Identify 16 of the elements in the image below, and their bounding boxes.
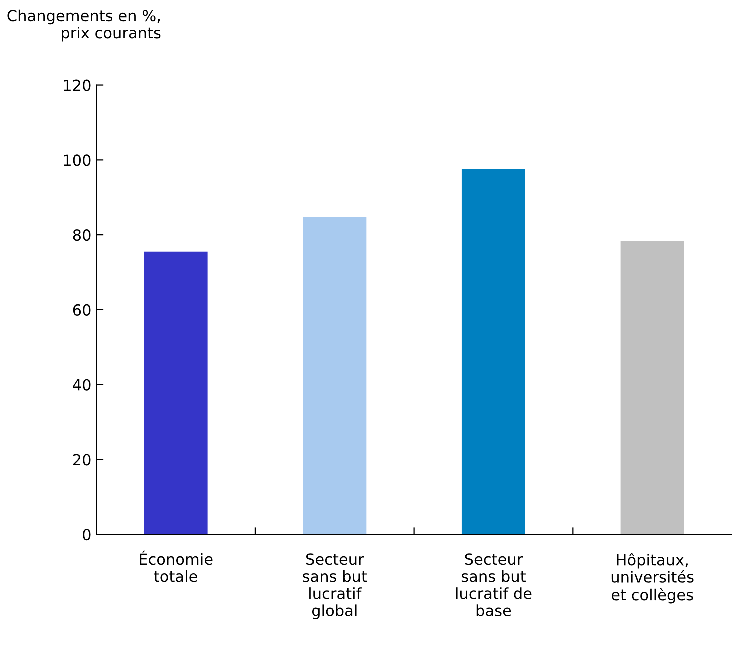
y-tick-label: 60 [73,304,91,316]
bar [144,252,208,535]
x-tick-label: Économie totale [140,550,213,582]
x-tick-label: Hôpitaux, universités et collèges [612,553,694,604]
bar [620,241,684,535]
y-tick-label: 80 [73,230,91,242]
x-tick-label: Secteur sans but lucratif de base [456,554,532,617]
y-tick-label: 20 [73,454,91,466]
y-axis-title: Changements en %, prix courants [8,10,161,42]
bar [303,217,367,535]
y-tick-label: 120 [64,80,91,92]
y-tick-label: 0 [83,529,91,541]
bar [462,169,526,535]
x-tick-label: Secteur sans but lucratif global [303,554,368,620]
y-tick-label: 40 [73,379,91,391]
y-tick-label: 100 [64,154,91,166]
